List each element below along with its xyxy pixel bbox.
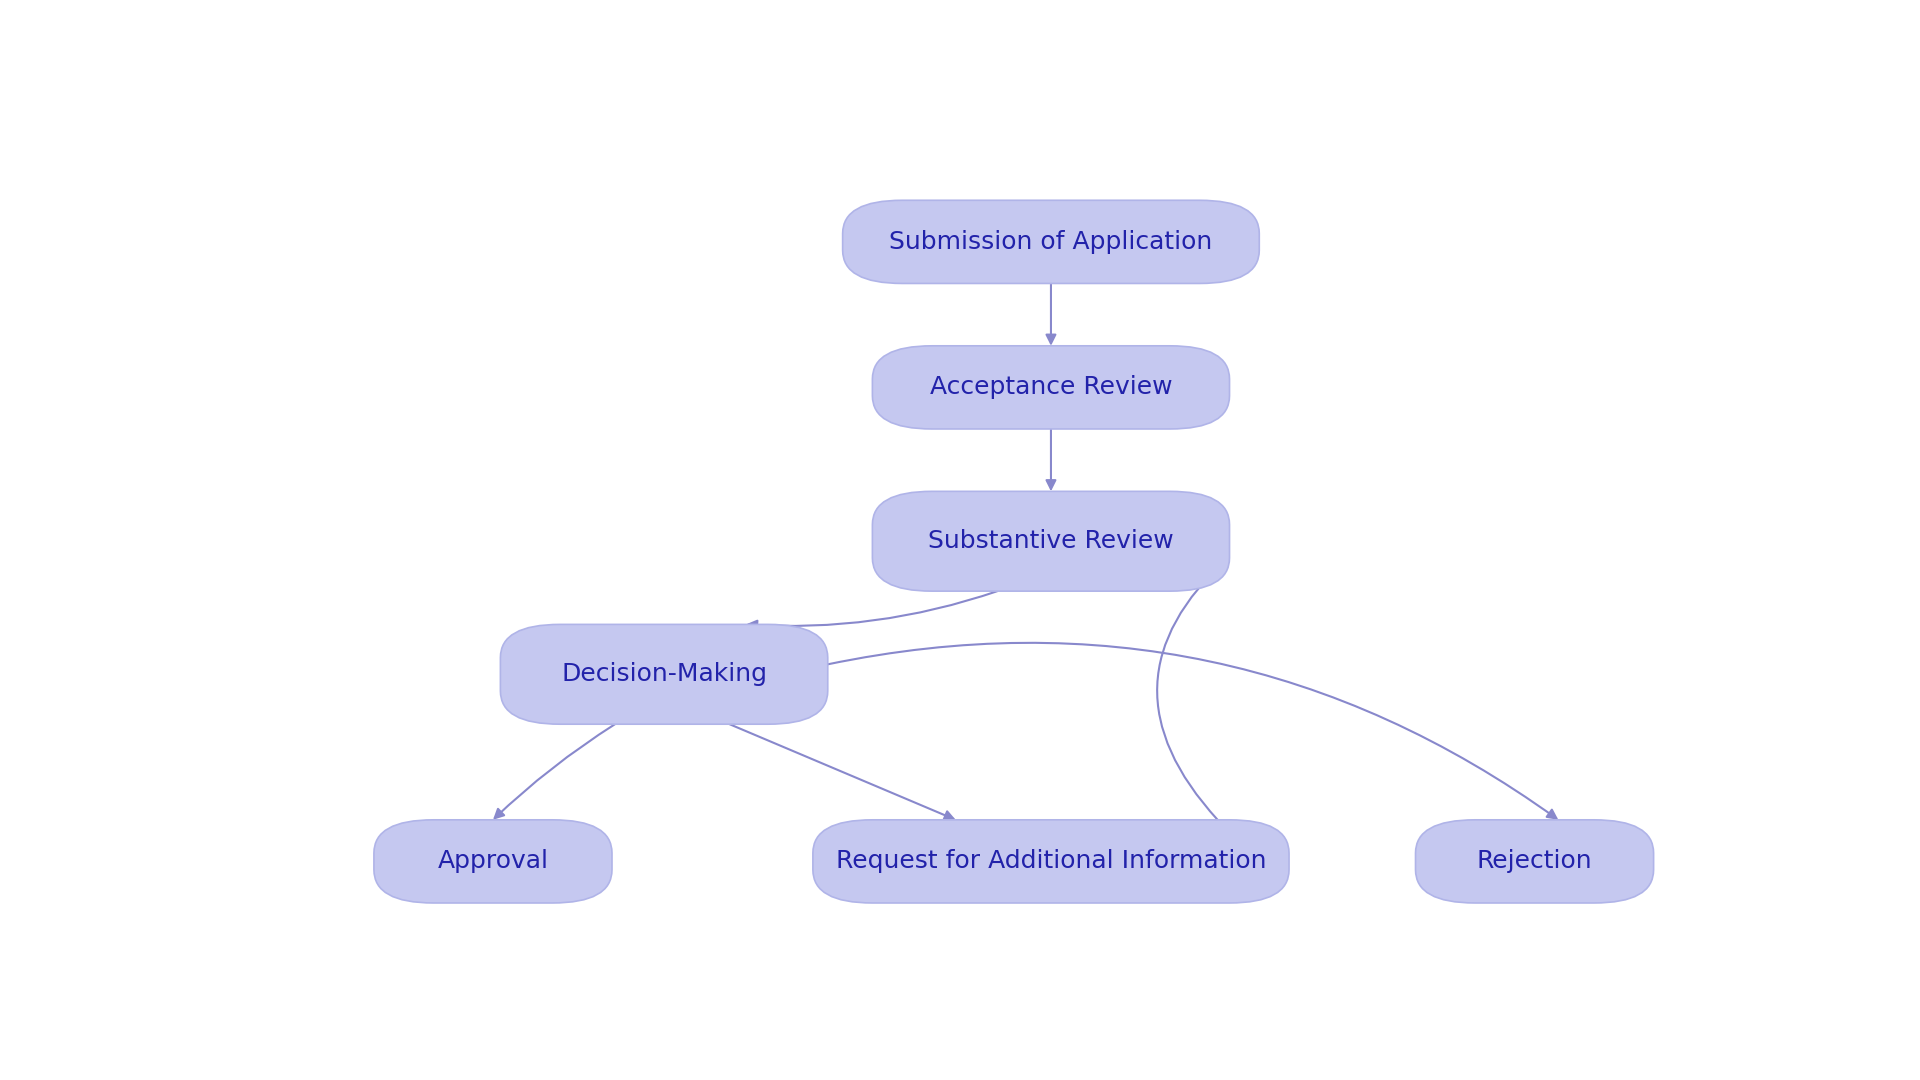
Text: Submission of Application: Submission of Application (889, 230, 1213, 254)
FancyBboxPatch shape (501, 624, 828, 725)
Text: Decision-Making: Decision-Making (561, 662, 768, 686)
Text: Substantive Review: Substantive Review (927, 529, 1173, 553)
Text: Request for Additional Information: Request for Additional Information (835, 849, 1265, 874)
FancyBboxPatch shape (812, 820, 1288, 903)
FancyBboxPatch shape (1415, 820, 1653, 903)
FancyBboxPatch shape (374, 820, 612, 903)
FancyBboxPatch shape (872, 491, 1229, 591)
FancyBboxPatch shape (872, 346, 1229, 429)
Text: Rejection: Rejection (1476, 849, 1592, 874)
Text: Acceptance Review: Acceptance Review (929, 376, 1173, 400)
FancyBboxPatch shape (843, 200, 1260, 283)
Text: Approval: Approval (438, 849, 549, 874)
